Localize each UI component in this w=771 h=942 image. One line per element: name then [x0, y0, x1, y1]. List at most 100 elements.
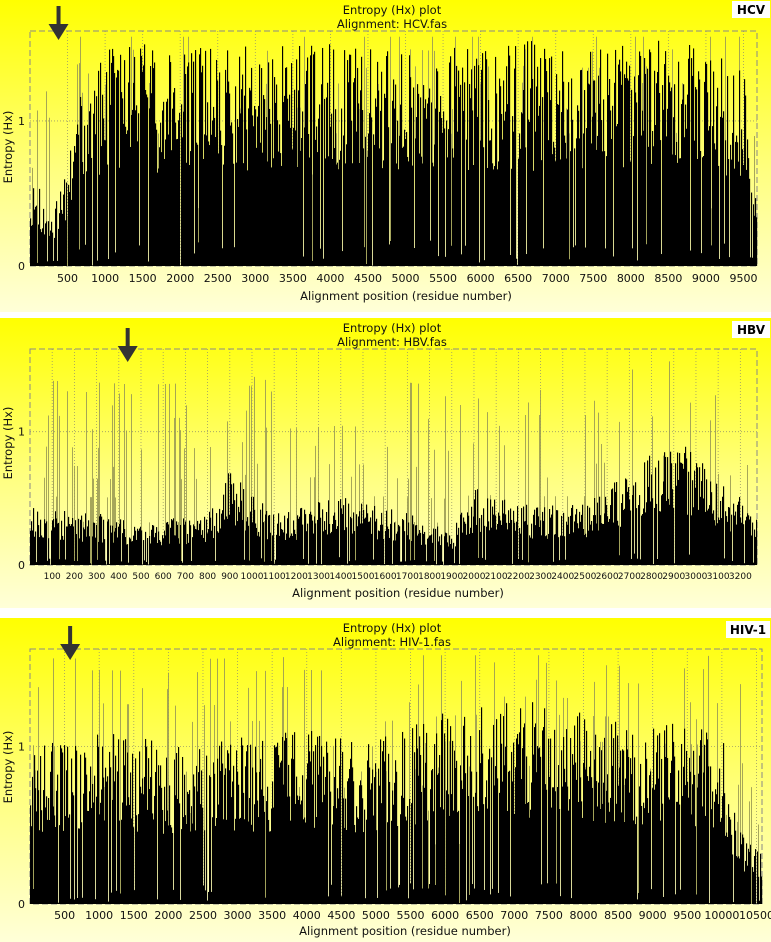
virus-badge-box [726, 621, 770, 638]
entropy-bar [261, 68, 263, 266]
entropy-bar [119, 820, 121, 904]
entropy-bar [747, 513, 749, 565]
entropy-bar [214, 773, 216, 904]
entropy-bar [648, 146, 650, 266]
entropy-bar [379, 785, 381, 904]
entropy-bar [665, 456, 667, 565]
entropy-bar [445, 256, 447, 266]
entropy-bar [660, 140, 662, 266]
entropy-bar [89, 791, 91, 904]
entropy-bar [535, 723, 537, 904]
x-tick-label: 800 [199, 572, 216, 582]
entropy-bar [75, 745, 77, 904]
entropy-bar [750, 257, 752, 266]
entropy-bar [316, 816, 318, 904]
entropy-bar [657, 735, 659, 904]
entropy-bar [561, 750, 563, 904]
entropy-bar [37, 770, 39, 904]
entropy-bar [741, 129, 743, 266]
entropy-bar [717, 87, 719, 266]
entropy-bar [431, 770, 433, 904]
entropy-bar [651, 474, 653, 565]
entropy-bar [514, 522, 516, 565]
entropy-bar [219, 72, 221, 266]
entropy-bar [636, 816, 638, 904]
entropy-bar [710, 766, 712, 904]
entropy-bar [609, 811, 611, 904]
entropy-bar [718, 165, 720, 266]
entropy-bar [216, 59, 218, 266]
entropy-bar [266, 117, 268, 266]
entropy-bar [627, 491, 629, 565]
entropy-bar [525, 520, 527, 565]
entropy-bar [681, 743, 683, 904]
entropy-bar [150, 66, 152, 267]
entropy-bar [412, 728, 414, 904]
entropy-bar [523, 727, 525, 904]
entropy-bar [379, 148, 381, 266]
entropy-bar [563, 81, 565, 266]
entropy-bar [96, 96, 98, 266]
entropy-bar [741, 844, 743, 904]
entropy-bar [258, 531, 260, 565]
entropy-bar [80, 519, 82, 565]
entropy-bar [537, 507, 539, 565]
x-tick-label: 6500 [466, 909, 494, 922]
entropy-bar [697, 787, 699, 904]
entropy-bar [132, 541, 134, 565]
entropy-bar [598, 782, 600, 904]
entropy-bar [252, 115, 254, 266]
entropy-bar [398, 887, 400, 904]
x-tick-label: 2900 [662, 572, 685, 582]
entropy-bar [368, 133, 370, 266]
hbv-entropy-panel: Entropy (Hx) plot Alignment: HBV.fas HBV… [0, 318, 771, 608]
entropy-bar [595, 112, 597, 267]
entropy-bar [319, 502, 321, 565]
entropy-bar [533, 170, 535, 266]
entropy-bar [744, 79, 746, 266]
entropy-bar [156, 129, 158, 266]
entropy-bar [265, 897, 267, 904]
entropy-bar [558, 104, 560, 267]
entropy-bar [413, 524, 415, 565]
entropy-bar [276, 84, 278, 266]
entropy-bar [648, 486, 650, 565]
entropy-bar [410, 883, 412, 904]
x-tick-label: 3000 [224, 909, 252, 922]
entropy-bar [692, 75, 694, 266]
entropy-bar [43, 790, 45, 904]
entropy-bar [173, 92, 175, 266]
entropy-bar [496, 719, 498, 904]
entropy-bar [254, 804, 256, 904]
entropy-bar [61, 748, 63, 904]
entropy-bar [448, 129, 450, 266]
x-tick-label: 5000 [362, 909, 390, 922]
x-tick-label: 8500 [604, 909, 632, 922]
entropy-bar [221, 741, 223, 904]
entropy-bar [342, 751, 344, 904]
entropy-bar [671, 87, 673, 266]
entropy-bar [315, 139, 317, 266]
entropy-bar [682, 463, 684, 565]
entropy-bar [133, 535, 135, 565]
entropy-bar [564, 768, 566, 904]
entropy-bar [228, 81, 230, 266]
entropy-bar [251, 496, 253, 565]
entropy-bar [407, 805, 409, 904]
entropy-bar [395, 540, 397, 565]
entropy-bar [59, 213, 61, 266]
entropy-bar [385, 530, 387, 565]
entropy-bar [570, 151, 572, 266]
entropy-bar [248, 108, 250, 267]
x-tick-label: 300 [88, 572, 105, 582]
entropy-bar [736, 856, 738, 904]
entropy-bar [173, 518, 175, 565]
entropy-bar [139, 528, 141, 565]
entropy-bar [627, 78, 629, 266]
entropy-bar [336, 808, 338, 904]
entropy-bar [192, 537, 194, 565]
entropy-bar [533, 514, 535, 565]
entropy-bar [115, 528, 117, 565]
entropy-bar [338, 798, 340, 904]
entropy-bar [532, 538, 534, 565]
